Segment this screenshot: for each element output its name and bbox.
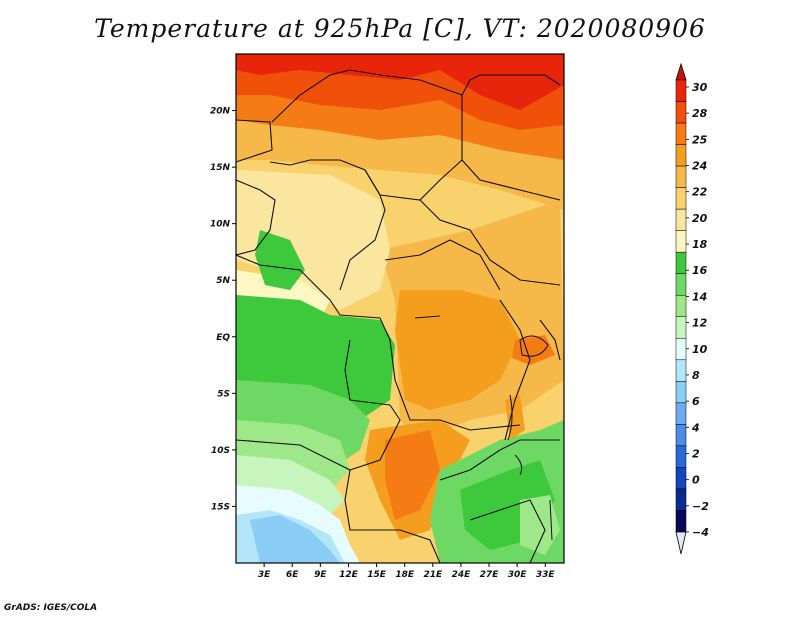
colorbar-low-arrow: [675, 531, 687, 555]
colorbar-label: 14: [692, 290, 707, 303]
lon-tick-label: 6E: [286, 570, 299, 580]
latitude-axis: 20N 15N 10N 5N EQ 5S 10S 15S: [210, 107, 236, 512]
colorbar-swatch: [675, 467, 687, 490]
lat-tick-label: 15S: [211, 502, 230, 512]
lat-tick-label: EQ: [216, 333, 230, 343]
lat-tick-label: 5N: [216, 276, 230, 286]
lon-tick-label: 21E: [423, 570, 443, 580]
colorbar-swatch: [675, 445, 687, 468]
colorbar-label: 16: [692, 264, 708, 277]
lat-tick-label: 10N: [210, 220, 231, 230]
lon-tick-label: 3E: [258, 570, 271, 580]
colorbar-swatch: [675, 144, 687, 167]
lat-tick-label: 15N: [210, 163, 231, 173]
colorbar-swatch: [675, 273, 687, 296]
colorbar-swatch: [675, 338, 687, 361]
lon-tick-label: 24E: [452, 570, 472, 580]
colorbar-label: 8: [692, 369, 700, 382]
colorbar-label: 30: [692, 81, 708, 94]
lon-tick-label: 27E: [480, 570, 500, 580]
borders: [236, 69, 561, 563]
colorbar-label: 25: [692, 133, 708, 146]
lon-tick-label: 12E: [339, 570, 359, 580]
map-title: Temperature at 925hPa [C], VT: 202008090…: [94, 14, 706, 43]
lakes: [414, 315, 553, 541]
colorbar-label: 6: [692, 395, 700, 408]
lon-tick-label: 15E: [367, 570, 387, 580]
colorbar-label: 2: [692, 447, 700, 460]
colorbar-swatch: [675, 165, 687, 188]
colorbar-swatch: [675, 187, 687, 210]
footer-credit: GrADS: IGES/COLA: [4, 603, 98, 613]
longitude-axis: 3E 6E 9E 12E 15E 18E 21E 24E 27E 30E 33E: [258, 563, 556, 580]
colorbar-label: 24: [692, 160, 707, 173]
colorbar-swatch: [675, 122, 687, 145]
colorbar-high-arrow: [675, 62, 687, 81]
lat-tick-label: 5S: [217, 389, 230, 399]
colorbar-label: −2: [692, 500, 709, 513]
colorbar-label: 12: [692, 317, 708, 330]
colorbar-swatch: [675, 294, 687, 318]
colorbar-label: 0: [692, 474, 700, 487]
colorbar-swatch: [675, 316, 687, 339]
lon-tick-label: 9E: [314, 570, 327, 580]
colorbar-label: 20: [692, 212, 708, 225]
colorbar-label: 22: [692, 186, 708, 199]
lon-tick-label: 30E: [508, 570, 528, 580]
colorbar-swatch: [675, 359, 687, 382]
colorbar-label: 18: [692, 238, 708, 251]
colorbar-label: 28: [692, 107, 708, 120]
colorbar-swatch: [675, 101, 687, 124]
colorbar-label: −4: [692, 526, 709, 539]
colorbar-swatch: [675, 510, 687, 533]
map-frame: [235, 53, 565, 564]
colorbar-swatch: [675, 208, 687, 231]
temperature-field: [236, 54, 564, 563]
colorbar-swatch: [675, 488, 687, 511]
colorbar-swatch: [675, 424, 687, 447]
colorbar-swatch: [675, 381, 687, 404]
colorbar-swatch: [675, 230, 687, 253]
colorbar-swatch: [675, 79, 687, 102]
colorbar-label: 10: [692, 343, 708, 356]
lat-tick-label: 10S: [211, 446, 230, 456]
lat-tick-label: 20N: [210, 107, 231, 117]
lon-tick-label: 33E: [536, 570, 556, 580]
colorbar-swatch: [675, 251, 687, 274]
colorbar-swatch: [675, 402, 687, 425]
lon-tick-label: 18E: [395, 570, 415, 580]
colorbar-label: 4: [691, 421, 700, 434]
